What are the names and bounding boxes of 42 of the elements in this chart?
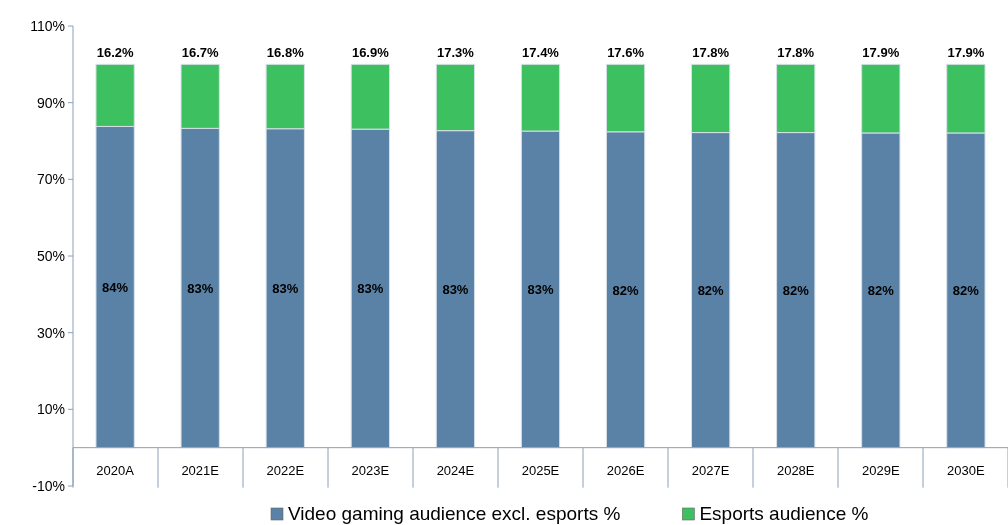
data-label: 17.3% [436,45,475,61]
x-tick-label: 2020A [96,462,135,478]
data-label: 82% [782,283,810,299]
data-label: 16.8% [266,45,305,61]
data-label: 83% [357,281,384,297]
x-tick-label: 2026E [606,462,645,478]
data-label: 84% [102,280,129,296]
data-label: 83% [187,281,214,297]
data-label: 83% [272,281,299,297]
data-label: 82% [952,283,980,299]
y-tick-label: 30% [36,324,65,341]
x-tick-label: 2022E [266,462,305,478]
x-tick-label: 2027E [691,462,730,478]
data-label: 82% [867,283,895,299]
data-label: 82% [697,283,725,299]
x-tick-label: 2023E [351,462,390,478]
legend-label: Esports audience % [699,503,869,524]
y-tick-label: 110% [30,18,65,34]
data-label: 16.7% [181,45,220,61]
y-tick-label: 70% [36,171,65,188]
data-label: 82% [612,282,640,298]
data-label: 83% [442,282,469,298]
x-tick-label: 2028E [776,462,815,478]
data-label: 83% [527,282,554,298]
x-tick-label: 2021E [181,462,220,478]
data-label: 17.9% [947,45,985,61]
y-tick-label: 90% [36,94,65,111]
data-label: 16.2% [96,45,134,61]
data-label: 16.9% [351,45,390,61]
legend-label: Video gaming audience excl. esports % [288,503,621,524]
data-label: 17.6% [607,45,645,61]
data-label: 17.8% [777,45,815,61]
data-label: 17.8% [692,45,730,61]
y-tick-label: 50% [36,248,65,264]
data-label: 17.9% [862,45,900,61]
y-tick-label: -10% [32,478,65,494]
x-tick-label: 2024E [436,462,475,478]
y-tick-label: 10% [36,401,65,418]
data-label: 17.4% [522,45,560,61]
x-tick-label: 2029E [862,462,900,478]
x-tick-label: 2030E [947,462,986,478]
x-tick-label: 2025E [521,462,560,478]
